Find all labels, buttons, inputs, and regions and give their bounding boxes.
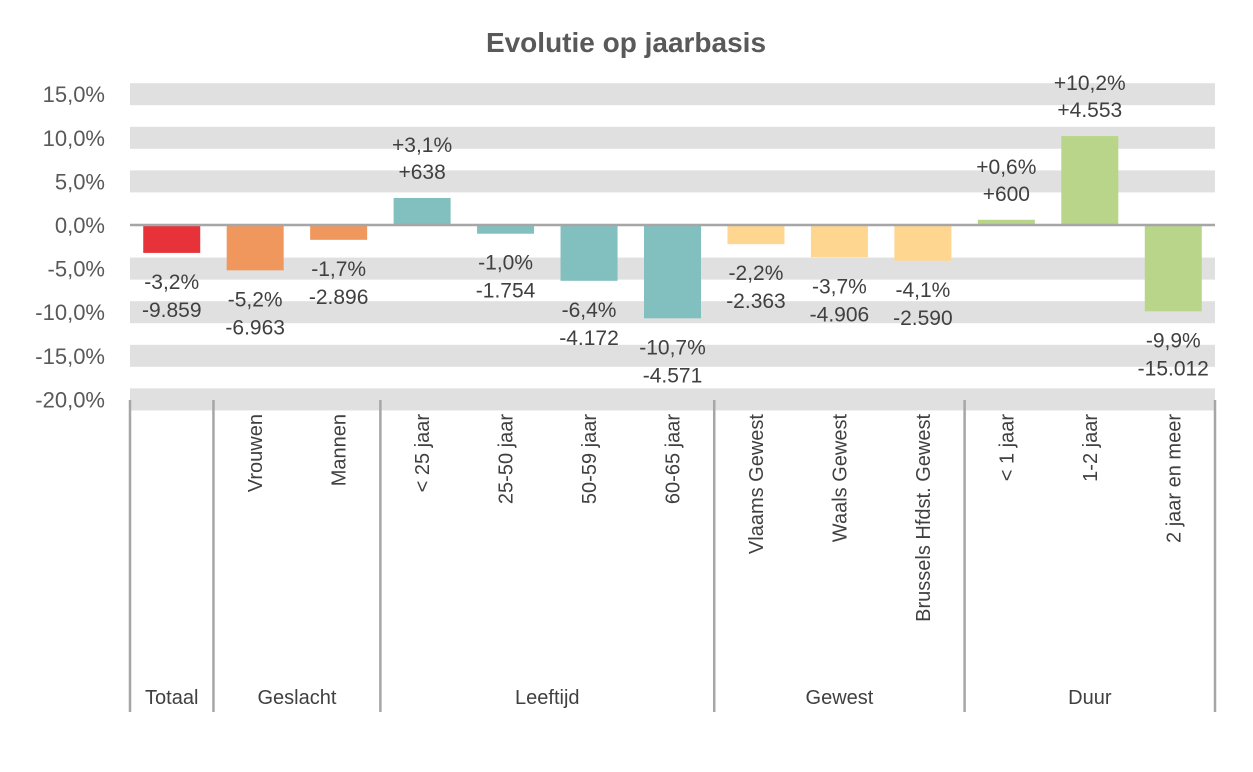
- group-label: Geslacht: [257, 687, 336, 709]
- x-category-label: 25-50 jaar: [496, 414, 518, 504]
- bar: [1144, 225, 1202, 312]
- x-category-label: 50-59 jaar: [579, 414, 601, 504]
- data-label-count: -1.754: [476, 280, 536, 303]
- bar: [226, 225, 284, 271]
- data-label-count: -4.906: [810, 303, 870, 326]
- chart-title: Evolutie op jaarbasis: [486, 27, 766, 58]
- data-label-count: +638: [398, 161, 445, 184]
- data-label-percent: -2,2%: [729, 262, 784, 285]
- x-category-label: < 1 jaar: [996, 414, 1018, 482]
- data-label-percent: -1,7%: [311, 258, 366, 281]
- group-label: Leeftijd: [515, 687, 580, 709]
- grid-band: [130, 344, 1215, 367]
- data-label-percent: -1,0%: [478, 252, 533, 275]
- x-category-label: 60-65 jaar: [663, 414, 685, 504]
- data-label-count: -9.859: [142, 299, 202, 322]
- grid-band: [130, 170, 1215, 193]
- y-tick-label: -10,0%: [35, 300, 105, 325]
- x-category-label: < 25 jaar: [412, 414, 434, 493]
- bar: [727, 225, 785, 245]
- y-tick-label: 10,0%: [43, 126, 105, 151]
- data-label-percent: +0,6%: [976, 156, 1036, 179]
- bar: [560, 225, 618, 281]
- bar: [810, 225, 868, 258]
- y-tick-label: -20,0%: [35, 387, 105, 412]
- data-label-percent: +10,2%: [1054, 72, 1126, 95]
- y-tick-label: -15,0%: [35, 344, 105, 369]
- data-label-count: -6.963: [225, 316, 285, 339]
- data-label-percent: -5,2%: [228, 288, 283, 311]
- x-category-label: 1-2 jaar: [1080, 414, 1102, 482]
- data-label-percent: -3,2%: [144, 271, 199, 294]
- data-label-count: -2.363: [726, 290, 786, 313]
- data-label-count: -4.172: [559, 327, 619, 350]
- x-category-label: Brussels Hfdst. Gewest: [913, 414, 935, 622]
- data-label-percent: -3,7%: [812, 275, 867, 298]
- data-label-percent: -4,1%: [895, 279, 950, 302]
- data-label-count: -4.571: [643, 364, 703, 387]
- bar: [310, 225, 368, 240]
- bar: [393, 197, 451, 225]
- y-tick-label: -5,0%: [48, 257, 105, 282]
- data-label-percent: -6,4%: [562, 299, 617, 322]
- grid-band: [130, 126, 1215, 149]
- group-label: Duur: [1068, 687, 1112, 709]
- bar: [644, 225, 701, 319]
- x-category-label: Vrouwen: [245, 414, 267, 492]
- bar: [477, 225, 535, 234]
- grid-band: [130, 83, 1215, 106]
- y-tick-label: 15,0%: [43, 82, 105, 107]
- bar: [1061, 136, 1119, 225]
- data-label-count: -2.590: [893, 307, 953, 330]
- data-label-count: +600: [983, 183, 1030, 206]
- y-tick-label: 5,0%: [55, 169, 105, 194]
- group-label: Gewest: [806, 687, 874, 709]
- x-category-label: 2 jaar en meer: [1163, 414, 1185, 543]
- x-category-label: Vlaams Gewest: [746, 414, 768, 554]
- grid-band: [130, 388, 1215, 411]
- data-label-percent: +3,1%: [392, 134, 452, 157]
- data-label-percent: -9,9%: [1146, 329, 1201, 352]
- x-category-label: Mannen: [329, 414, 351, 486]
- data-label-count: -15.012: [1138, 357, 1209, 380]
- bar: [143, 225, 201, 253]
- data-label-count: -2.896: [309, 286, 369, 309]
- bar: [977, 219, 1035, 225]
- data-label-percent: -10,7%: [639, 336, 706, 359]
- bar: [894, 225, 952, 261]
- data-label-count: +4.553: [1057, 99, 1122, 122]
- y-tick-label: 0,0%: [55, 213, 105, 238]
- group-label: Totaal: [145, 687, 198, 709]
- x-category-label: Waals Gewest: [829, 414, 851, 543]
